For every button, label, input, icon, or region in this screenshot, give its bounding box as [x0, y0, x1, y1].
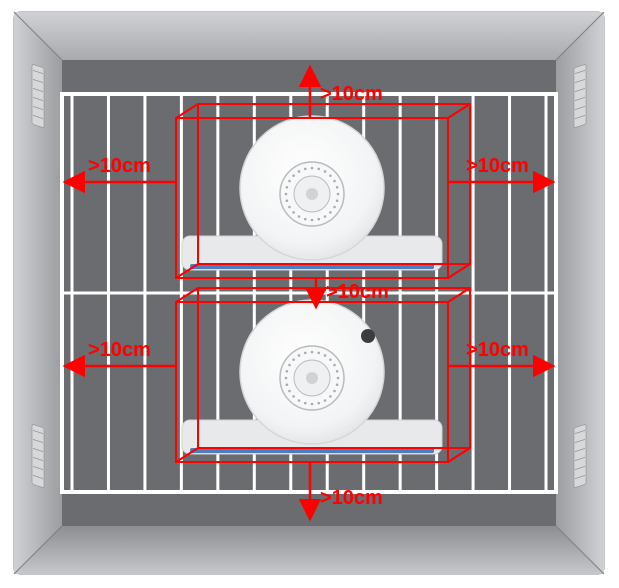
- clearance-label-middle: >10cm: [326, 281, 389, 303]
- clearance-label-bottom: >10cm: [320, 487, 383, 509]
- clearance-label-left-lower: >10cm: [88, 339, 151, 361]
- clearance-label-right-upper: >10cm: [466, 155, 529, 177]
- clearance-arrow-middle: >10cm: [316, 278, 389, 303]
- clearance-diagram: >10cm >10cm >10cm >10cm >10cm >10cm >10cm: [0, 0, 619, 588]
- clearance-label-top: >10cm: [320, 83, 383, 105]
- clearance-label-left-upper: >10cm: [88, 155, 151, 177]
- clearance-label-right-lower: >10cm: [466, 339, 529, 361]
